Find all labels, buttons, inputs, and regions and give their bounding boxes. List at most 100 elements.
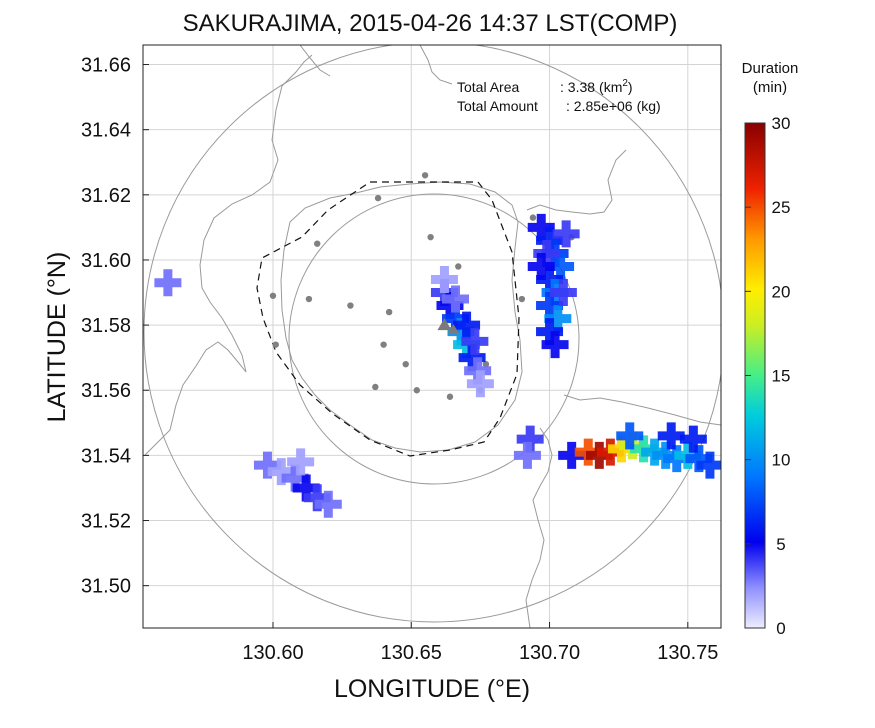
duration-cell <box>314 490 342 518</box>
y-tick-label: 31.52 <box>81 511 131 533</box>
duration-cell <box>461 327 489 355</box>
kagoshima-coast <box>144 54 313 456</box>
duration-cell <box>616 422 644 450</box>
plot-background <box>143 45 721 628</box>
volcano-marker-triangle <box>437 318 452 331</box>
duration-cell <box>527 252 555 280</box>
x-tick-label: 130.70 <box>519 642 580 664</box>
observation-station <box>374 194 382 202</box>
y-tick-label: 31.62 <box>81 185 131 207</box>
duration-cell <box>513 441 541 469</box>
total-area-unit-open: (km <box>599 79 622 95</box>
observation-station <box>347 302 354 309</box>
colorbar-tick-label: 30 <box>772 114 791 133</box>
duration-cell <box>430 266 458 294</box>
duration-cell <box>292 474 320 502</box>
grid <box>143 45 721 628</box>
plot-frame <box>142 44 722 629</box>
observation-station <box>455 263 462 270</box>
observation-station <box>427 233 434 241</box>
duration-cell <box>453 311 481 339</box>
duration-cell <box>547 252 575 280</box>
duration-cell <box>552 220 580 248</box>
total-amount-value: : 2.85e+06 (kg) <box>566 98 661 114</box>
y-tick-label: 31.60 <box>81 250 131 272</box>
range-ring-outer <box>143 45 721 623</box>
colorbar-tick-label: 20 <box>772 282 791 301</box>
observation-station <box>402 360 409 368</box>
range-ring-inner <box>288 193 580 485</box>
duration-cell <box>527 213 555 241</box>
duration-cell <box>696 451 721 479</box>
total-amount-number: : 2.85e+06 <box>566 98 633 114</box>
total-amount-unit: (kg) <box>637 98 661 114</box>
observation-station <box>314 240 321 247</box>
duration-cell <box>253 451 281 479</box>
y-tick-label: 31.58 <box>81 315 131 337</box>
x-tick-label: 130.60 <box>242 642 303 664</box>
duration-cell <box>533 239 561 267</box>
duration-cell <box>436 292 464 320</box>
total-amount-label: Total Amount <box>457 98 538 114</box>
duration-cell <box>466 370 494 398</box>
duration-cell <box>154 269 182 297</box>
restricted-zone-boundary <box>256 181 520 457</box>
colorbar: Duration (min) 30 25 20 15 10 5 0 <box>742 60 799 638</box>
y-axis-title: LATITUDE (°N) <box>43 252 71 423</box>
duration-cell <box>447 318 475 346</box>
colorbar-tick-label: 15 <box>772 367 791 386</box>
duration-cell <box>442 305 470 333</box>
duration-cell <box>536 266 564 294</box>
observation-station <box>413 387 420 394</box>
duration-cell <box>558 441 586 469</box>
colorbar-tick-label: 5 <box>776 535 785 554</box>
colorbar-tick-label: 10 <box>772 451 791 470</box>
observation-station <box>269 292 277 299</box>
x-axis-title: LONGITUDE (°E) <box>334 675 530 703</box>
total-area-value: : 3.38 (km2) <box>560 78 633 95</box>
duration-cell <box>657 422 685 450</box>
duration-cell <box>267 458 295 486</box>
observation-station <box>518 295 526 303</box>
observation-station <box>372 383 379 391</box>
observation-station <box>385 308 393 316</box>
duration-cell <box>516 425 544 453</box>
north-coast <box>299 45 453 85</box>
y-tick-label: 31.66 <box>81 55 131 77</box>
observation-station <box>421 172 429 179</box>
colorbar-ticks: 30 25 20 15 10 5 0 <box>745 114 790 638</box>
chart-title: SAKURAJIMA, 2015-04-26 14:37 LST(COMP) <box>183 10 678 37</box>
sakurajima-coast <box>280 181 523 453</box>
duration-cell <box>287 448 315 476</box>
colorbar-label-line1: Duration <box>742 60 799 77</box>
total-area-unit-close: ) <box>628 79 633 95</box>
duration-cell <box>544 305 572 333</box>
duration-cell <box>536 292 564 320</box>
observation-station <box>380 341 387 348</box>
plot-area: 130.60 130.65 130.70 130.75 31.66 31.64 31.62 3… <box>81 44 722 664</box>
duration-cells <box>154 213 721 518</box>
volcano-marker <box>437 318 460 335</box>
total-area-label: Total Area <box>457 79 519 95</box>
x-tick-label: 130.75 <box>657 642 718 664</box>
duration-cell <box>549 279 577 307</box>
coastline <box>144 45 721 628</box>
axis-ticks: 130.60 130.65 130.70 130.75 31.66 31.64 31.62 3… <box>81 55 718 664</box>
duration-cell <box>679 425 707 453</box>
y-tick-label: 31.56 <box>81 380 131 402</box>
y-tick-label: 31.54 <box>81 445 131 467</box>
y-tick-label: 31.64 <box>81 120 131 142</box>
y-tick-label: 31.50 <box>81 576 131 598</box>
duration-cell <box>685 445 713 473</box>
observation-station <box>305 295 313 303</box>
x-tick-label: 130.65 <box>381 642 442 664</box>
duration-cell <box>281 464 309 492</box>
duration-cell <box>541 331 569 359</box>
crater-marker-triangle <box>447 324 460 335</box>
observation-station <box>529 214 537 221</box>
osumi-coast <box>525 149 721 628</box>
observation-station <box>446 393 454 400</box>
total-area-unit-sup: 2 <box>622 78 628 89</box>
duration-cell <box>536 318 564 346</box>
